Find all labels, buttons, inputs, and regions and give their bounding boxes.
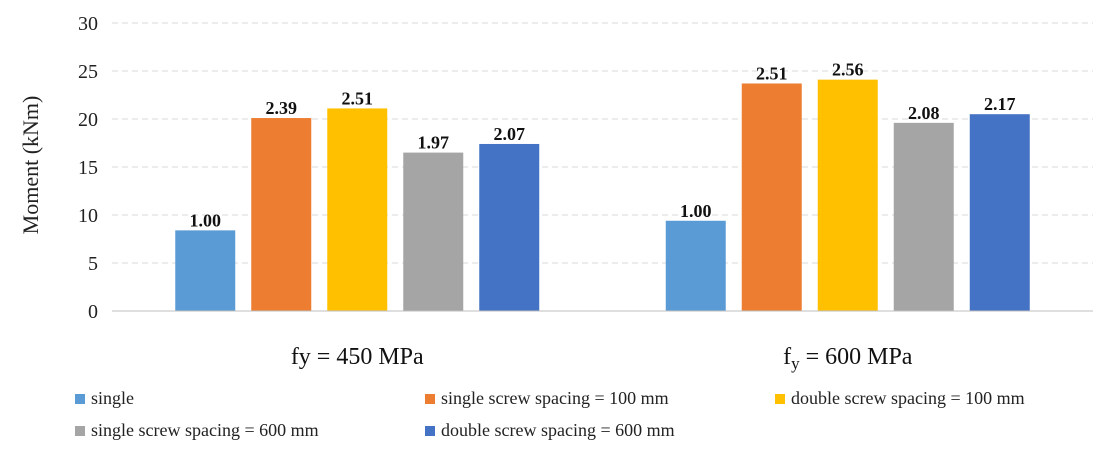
legend-item: single <box>75 388 134 409</box>
category-label: fy = 600 MPa <box>783 344 913 373</box>
bar-chart: 0 5 10 15 20 25 30 1.00 2.39 2.51 1.97 2.07 1.00 2.5… <box>18 13 1093 373</box>
data-label: 2.56 <box>832 60 864 80</box>
data-label: 1.97 <box>418 133 450 153</box>
data-label: 1.00 <box>680 201 712 221</box>
bar <box>817 79 878 311</box>
bar <box>327 108 388 311</box>
data-label: 2.39 <box>266 98 298 118</box>
bar <box>665 220 726 311</box>
legend-swatch <box>75 393 85 404</box>
category-labels: fy = 450 MPa fy = 600 MPa <box>291 344 913 373</box>
legend-swatch <box>75 425 85 436</box>
bar <box>403 152 464 311</box>
y-tick-label: 15 <box>78 157 98 179</box>
y-axis-ticks: 0 5 10 15 20 25 30 <box>78 13 98 323</box>
bar <box>969 114 1030 311</box>
legend-item: double screw spacing = 600 mm <box>425 420 675 441</box>
data-label: 2.07 <box>494 124 526 144</box>
data-label: 1.00 <box>190 210 222 230</box>
y-tick-label: 20 <box>78 109 98 131</box>
data-label: 2.17 <box>984 94 1016 114</box>
bar <box>893 122 954 311</box>
legend-swatch <box>425 393 435 404</box>
legend-item: single screw spacing = 600 mm <box>75 420 319 441</box>
data-label: 2.08 <box>908 103 940 123</box>
bar <box>251 118 312 311</box>
legend-swatch <box>425 425 435 436</box>
legend: single single screw spacing = 100 mm doubl… <box>75 388 1100 452</box>
legend-label: double screw spacing = 100 mm <box>791 388 1025 408</box>
bar <box>479 143 540 311</box>
y-tick-label: 5 <box>88 253 98 275</box>
y-tick-label: 10 <box>78 205 98 227</box>
bar <box>175 230 236 311</box>
y-tick-label: 30 <box>78 13 98 35</box>
data-label: 2.51 <box>342 88 374 108</box>
legend-label: double screw spacing = 600 mm <box>441 420 675 440</box>
data-label: 2.51 <box>756 63 788 83</box>
legend-item: single screw spacing = 100 mm <box>425 388 669 409</box>
y-tick-label: 25 <box>78 61 98 83</box>
legend-label: single <box>91 388 134 408</box>
category-label: fy = 450 MPa <box>291 344 424 370</box>
bars <box>175 79 1030 311</box>
legend-label: single screw spacing = 600 mm <box>91 420 319 440</box>
y-tick-label: 0 <box>88 301 98 323</box>
y-axis-label: Moment (kNm) <box>18 96 43 235</box>
legend-swatch <box>775 393 785 404</box>
bar <box>741 83 802 311</box>
data-labels: 1.00 2.39 2.51 1.97 2.07 1.00 2.51 2.56 2.08 2.17 <box>190 60 1016 231</box>
legend-label: single screw spacing = 100 mm <box>441 388 669 408</box>
legend-item: double screw spacing = 100 mm <box>775 388 1025 409</box>
